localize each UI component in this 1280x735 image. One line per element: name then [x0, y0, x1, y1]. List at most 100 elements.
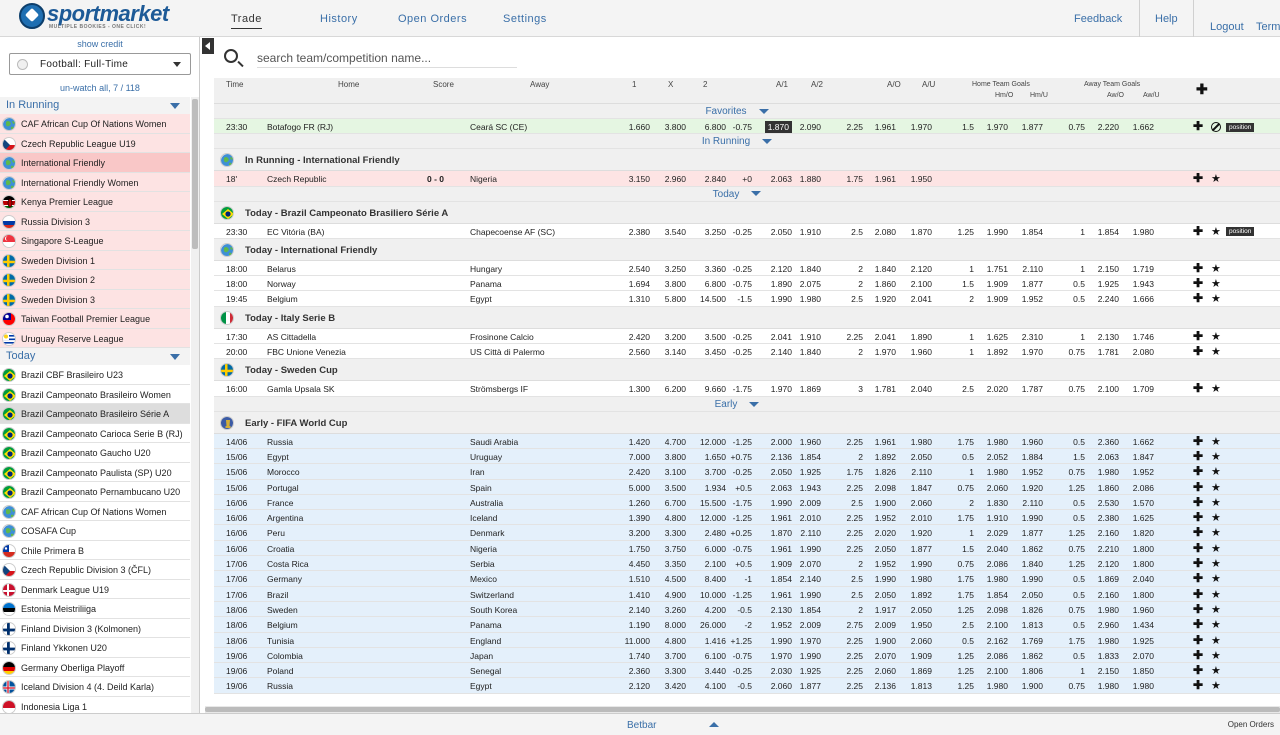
- cell-odds-1[interactable]: 3.200: [628, 528, 650, 539]
- cell-odds-a1[interactable]: 1.970: [770, 650, 792, 661]
- cell-odds-hm-u[interactable]: 1.769: [1021, 635, 1043, 646]
- cell-odds-a2[interactable]: 2.090: [799, 122, 821, 132]
- cell-odds-aw-o[interactable]: 2.160: [1097, 589, 1119, 600]
- cell-odds-hm-u[interactable]: 2.110: [1022, 263, 1043, 274]
- star-icon[interactable]: ★: [1211, 293, 1221, 306]
- star-icon[interactable]: ★: [1211, 278, 1221, 291]
- cell-odds-hm-o[interactable]: 2.100: [986, 666, 1008, 677]
- cell-odds-hm-u[interactable]: 1.854: [1021, 226, 1043, 237]
- star-icon[interactable]: ★: [1211, 573, 1221, 586]
- nav-settings[interactable]: Settings: [503, 13, 547, 25]
- cell-odds-a1[interactable]: 2.130: [770, 604, 792, 615]
- cell-asian-total[interactable]: 2.5: [851, 497, 863, 508]
- cell-odds-hm-u[interactable]: 2.050: [1021, 589, 1043, 600]
- cell-odds-hm-o[interactable]: 2.086: [986, 650, 1008, 661]
- cell-odds-aw-u[interactable]: 1.943: [1132, 279, 1154, 290]
- cell-odds-au[interactable]: 2.060: [910, 635, 932, 646]
- cell-odds-a2[interactable]: 1.925: [799, 666, 821, 677]
- cell-odds-a1[interactable]: 1.952: [770, 620, 792, 631]
- cell-odds-ao[interactable]: 1.860: [874, 279, 896, 290]
- cell-odds-a2[interactable]: 1.869: [799, 384, 821, 395]
- search-input[interactable]: [257, 48, 517, 68]
- show-credit-link[interactable]: show credit: [77, 39, 123, 49]
- cell-odds-au[interactable]: 2.110: [911, 467, 932, 478]
- sidebar-item[interactable]: Sweden Division 2: [0, 270, 190, 290]
- cell-odds-1[interactable]: 2.420: [628, 467, 650, 478]
- chevron-down-icon[interactable]: [758, 108, 769, 114]
- cell-odds-1[interactable]: 4.450: [628, 559, 650, 570]
- cell-odds-hm-u[interactable]: 1.877: [1021, 528, 1043, 539]
- cell-odds-aw-o[interactable]: 1.854: [1097, 226, 1119, 237]
- cell-odds-au[interactable]: 1.870: [910, 226, 932, 237]
- star-icon[interactable]: ★: [1211, 262, 1221, 275]
- cell-odds-au[interactable]: 1.813: [910, 681, 932, 692]
- add-bet-icon[interactable]: ✚: [1193, 617, 1204, 632]
- add-bet-icon[interactable]: ✚: [1193, 632, 1204, 647]
- cell-odds-hm-o[interactable]: 1.970: [986, 122, 1008, 132]
- cell-odds-aw-u[interactable]: 2.040: [1132, 574, 1154, 585]
- cell-odds-au[interactable]: 1.909: [910, 650, 932, 661]
- cell-odds-aw-u[interactable]: 1.625: [1132, 513, 1154, 524]
- add-bet-icon[interactable]: ✚: [1193, 479, 1204, 494]
- chevron-down-icon[interactable]: [170, 354, 180, 360]
- cell-odds-1[interactable]: 1.190: [628, 620, 650, 631]
- cell-odds-hm-o[interactable]: 2.052: [986, 451, 1008, 462]
- cell-odds-x[interactable]: 3.700: [664, 650, 686, 661]
- section-header[interactable]: Today: [214, 186, 1280, 202]
- star-icon[interactable]: ★: [1211, 496, 1221, 509]
- cell-odds-au[interactable]: 1.890: [910, 331, 932, 342]
- cell-home-goals-line[interactable]: 1: [969, 467, 974, 478]
- cell-asian-handicap[interactable]: -2: [744, 620, 752, 631]
- cell-odds-hm-o[interactable]: 1.910: [986, 513, 1008, 524]
- cell-away-goals-line[interactable]: 0.5: [1073, 650, 1085, 661]
- cell-away-goals-line[interactable]: 0.5: [1073, 294, 1085, 305]
- cell-odds-a2[interactable]: 1.990: [799, 650, 821, 661]
- star-icon[interactable]: ★: [1211, 225, 1221, 238]
- add-bet-icon[interactable]: ✚: [1193, 291, 1204, 306]
- cell-asian-handicap[interactable]: -0.5: [737, 681, 752, 692]
- cell-odds-aw-u[interactable]: 1.746: [1132, 331, 1154, 342]
- cell-odds-au[interactable]: 2.041: [910, 294, 932, 305]
- cell-odds-au[interactable]: 1.869: [910, 666, 932, 677]
- scrollbar-thumb[interactable]: [192, 99, 198, 249]
- cell-asian-handicap[interactable]: -1.75: [732, 497, 752, 508]
- cell-away-goals-line[interactable]: 1.25: [1068, 559, 1085, 570]
- cell-odds-ao[interactable]: 1.920: [874, 294, 896, 305]
- cell-odds-x[interactable]: 3.250: [664, 263, 686, 274]
- cell-asian-handicap[interactable]: -0.75: [732, 122, 752, 132]
- cell-away-goals-line[interactable]: 0.5: [1073, 620, 1085, 631]
- cell-asian-handicap[interactable]: -0.25: [732, 226, 752, 237]
- cell-odds-hm-o[interactable]: 1.980: [986, 681, 1008, 692]
- cell-odds-x[interactable]: 3.140: [664, 347, 686, 358]
- cell-odds-ao[interactable]: 2.080: [874, 226, 896, 237]
- cell-asian-handicap[interactable]: -1.75: [732, 384, 752, 395]
- sidebar-item[interactable]: Brazil Campeonato Brasileiro Women: [0, 384, 190, 404]
- cell-odds-x[interactable]: 3.300: [664, 666, 686, 677]
- cell-home-goals-line[interactable]: 1: [969, 331, 974, 342]
- cell-odds-hm-u[interactable]: 1.884: [1021, 451, 1043, 462]
- cell-odds-2[interactable]: 3.700: [704, 467, 726, 478]
- cell-odds-ao[interactable]: 2.050: [874, 543, 896, 554]
- cell-odds-hm-o[interactable]: 1.892: [986, 347, 1008, 358]
- add-bet-icon[interactable]: ✚: [1193, 571, 1204, 586]
- cell-odds-aw-u[interactable]: 1.800: [1132, 559, 1154, 570]
- sidebar-item[interactable]: Denmark League U19: [0, 579, 190, 599]
- cell-odds-2[interactable]: 14.500: [700, 294, 726, 305]
- cell-odds-hm-o[interactable]: 2.100: [986, 620, 1008, 631]
- cell-asian-handicap[interactable]: -0.75: [732, 650, 752, 661]
- cell-odds-hm-u[interactable]: 1.787: [1021, 384, 1043, 395]
- cell-asian-handicap[interactable]: +0.75: [730, 451, 752, 462]
- sidebar-item[interactable]: Iceland Division 4 (4. Deild Karla): [0, 677, 190, 697]
- cell-odds-hm-u[interactable]: 1.920: [1021, 482, 1043, 493]
- sidebar-item[interactable]: Brazil Campeonato Brasileiro Série A: [0, 404, 190, 424]
- cell-away-goals-line[interactable]: 0.75: [1068, 543, 1085, 554]
- cell-odds-a2[interactable]: 1.854: [799, 604, 821, 615]
- cell-odds-2[interactable]: 12.000: [700, 436, 726, 447]
- cell-away-goals-line[interactable]: 0.5: [1073, 513, 1085, 524]
- cell-odds-hm-o[interactable]: 2.086: [986, 559, 1008, 570]
- cell-odds-hm-u[interactable]: 1.952: [1021, 467, 1043, 478]
- cell-odds-2[interactable]: 10.000: [700, 589, 726, 600]
- sidebar-item[interactable]: Sweden Division 3: [0, 289, 190, 309]
- cell-odds-2[interactable]: 3.500: [704, 331, 726, 342]
- cell-odds-aw-o[interactable]: 1.833: [1097, 650, 1119, 661]
